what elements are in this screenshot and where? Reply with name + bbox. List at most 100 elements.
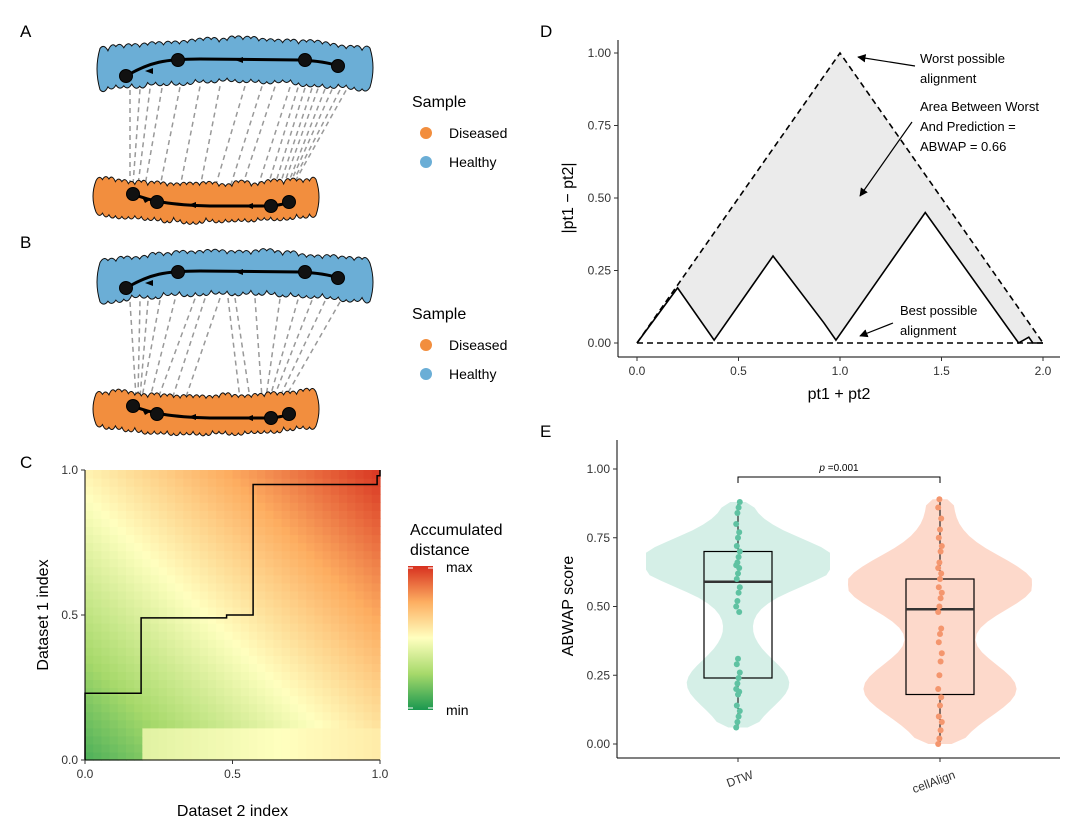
heatmap-cell	[183, 486, 193, 495]
heatmap-cell	[306, 542, 316, 552]
heatmap-cell	[117, 671, 127, 681]
heatmap-cell	[158, 510, 168, 519]
heatmap-cell	[117, 542, 127, 552]
heatmap-cell	[175, 679, 184, 689]
heatmap-cell	[109, 615, 119, 624]
heatmap-cell	[298, 647, 307, 656]
heatmap-cell	[93, 518, 102, 527]
heatmap-cell	[101, 470, 111, 479]
heatmap-cell	[224, 478, 234, 487]
heatmap-cell	[339, 687, 348, 697]
heatmap-cell	[298, 590, 307, 600]
heatmap-cell	[134, 590, 143, 600]
heatmap-cell	[199, 695, 209, 705]
data-point	[733, 661, 740, 668]
heatmap-cell	[109, 574, 119, 584]
data-point	[733, 576, 740, 582]
heatmap-cell	[166, 574, 176, 584]
heatmap-cell	[117, 582, 127, 592]
heatmap-cell	[207, 639, 217, 648]
heatmap-cell	[191, 735, 201, 745]
heatmap-cell	[199, 526, 209, 536]
heatmap-cell	[150, 478, 160, 487]
diseased-trajectory-point	[264, 411, 278, 425]
y-tick-label: 0.00	[588, 336, 612, 350]
heatmap-cell	[166, 526, 176, 536]
heatmap-cell	[347, 727, 357, 737]
heatmap-cell	[257, 598, 266, 608]
heatmap-cell	[240, 526, 250, 536]
heatmap-cell	[216, 647, 225, 656]
heatmap-cell	[347, 623, 357, 632]
heatmap-cell	[117, 486, 127, 495]
heatmap-cell	[339, 695, 348, 705]
heatmap-cell	[363, 606, 373, 616]
heatmap-cell	[248, 743, 258, 753]
heatmap-cell	[265, 582, 275, 592]
alignment-link	[257, 86, 291, 187]
heatmap-cell	[273, 727, 283, 737]
heatmap-cell	[109, 598, 119, 608]
heatmap-cell	[166, 751, 176, 761]
heatmap-cell	[125, 671, 135, 681]
heatmap-cell	[175, 502, 184, 511]
heatmap-cell	[85, 606, 94, 616]
heatmap-cell	[191, 534, 201, 544]
heatmap-cell	[273, 494, 283, 503]
heatmap-cell	[93, 727, 102, 737]
heatmap-cell	[85, 711, 94, 721]
heatmap-cell	[93, 743, 102, 753]
heatmap-cell	[240, 590, 250, 600]
data-point	[734, 719, 741, 725]
heatmap-cell	[93, 615, 102, 624]
heatmap-cell	[150, 534, 160, 544]
heatmap-cell	[289, 647, 299, 656]
heatmap-cell	[85, 743, 94, 753]
heatmap-cell	[314, 647, 324, 656]
heatmap-cell	[248, 735, 258, 745]
heatmap-cell	[199, 598, 209, 608]
healthy-trajectory-point	[119, 69, 133, 83]
heatmap-cell	[347, 486, 357, 495]
heatmap-cell	[158, 639, 168, 648]
heatmap-cell	[101, 663, 111, 672]
heatmap-cell	[199, 751, 209, 761]
data-point	[937, 526, 943, 533]
heatmap-cell	[117, 615, 127, 624]
heatmap-cell	[371, 663, 381, 672]
heatmap-cell	[298, 719, 307, 729]
data-point	[938, 589, 945, 596]
heatmap-cell	[347, 703, 357, 713]
heatmap-cell	[339, 574, 348, 584]
heatmap-cell	[232, 598, 242, 608]
heatmap-cell	[273, 751, 283, 761]
heatmap-cell	[216, 574, 225, 584]
data-point	[733, 543, 740, 549]
heatmap-cell	[363, 550, 373, 560]
heatmap-cell	[289, 574, 299, 584]
heatmap-cell	[175, 703, 184, 713]
heatmap-cell	[289, 526, 299, 536]
heatmap-cell	[298, 502, 307, 511]
heatmap-cell	[183, 719, 193, 729]
heatmap-cell	[183, 582, 193, 592]
heatmap-cell	[248, 695, 258, 705]
heatmap-cell	[85, 639, 94, 648]
heatmap-cell	[363, 655, 373, 664]
y-tick-label: 1.00	[587, 462, 611, 476]
heatmap-cell	[93, 751, 102, 761]
heatmap-cell	[224, 727, 234, 737]
heatmap-cell	[339, 502, 348, 511]
heatmap-cell	[289, 534, 299, 544]
heatmap-cell	[339, 598, 348, 608]
heatmap-cell	[183, 623, 193, 632]
heatmap-cell	[142, 615, 152, 624]
heatmap-cell	[355, 566, 365, 576]
heatmap-cell	[281, 590, 291, 600]
heatmap-cell	[281, 679, 291, 689]
heatmap-cell	[339, 623, 348, 632]
heatmap-cell	[166, 679, 176, 689]
heatmap-cell	[191, 655, 201, 664]
heatmap-cell	[216, 727, 225, 737]
heatmap-cell	[191, 687, 201, 697]
